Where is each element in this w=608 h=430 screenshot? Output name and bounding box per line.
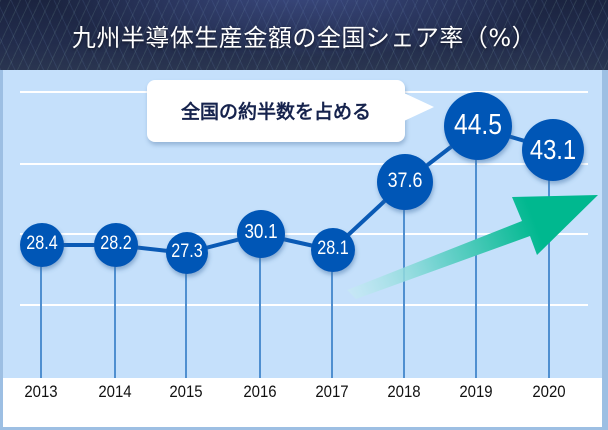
trend-arrow-icon [347,195,598,299]
bubble-2015 [166,232,208,274]
x-tick-2013: 2013 [24,382,58,401]
bubble-2017 [311,228,355,272]
value-label-2014: 28.2 [100,233,132,254]
x-tick-2014: 2014 [98,382,132,401]
bubble-2016 [237,210,285,258]
value-label-2018: 37.6 [387,169,423,192]
x-tick-2016: 2016 [243,382,277,401]
chart-title: 九州半導体生産金額の全国シェア率（%） [71,24,537,52]
callout-pointer [404,93,434,121]
bubble-2014 [94,223,138,267]
x-axis-strip [3,378,602,427]
bubble-2020 [522,119,584,181]
value-label-2020: 43.1 [529,134,577,165]
x-tick-2017: 2017 [315,382,349,401]
callout-box: 全国の約半数を占める [147,80,405,142]
x-tick-2020: 2020 [532,382,566,401]
value-label-2016: 30.1 [244,221,278,243]
bubble-2019 [444,92,512,160]
x-tick-2019: 2019 [459,382,493,401]
x-tick-2015: 2015 [169,382,203,401]
value-label-2013: 28.4 [26,233,58,254]
value-label-2019: 44.5 [454,109,502,141]
callout-text: 全国の約半数を占める [180,101,371,123]
value-label-2017: 28.1 [317,238,349,259]
bubble-2018 [377,154,433,210]
x-tick-2018: 2018 [387,382,421,401]
bubble-2013 [20,223,64,267]
data-bubbles [20,92,584,274]
header-banner: 九州半導体生産金額の全国シェア率（%） [0,0,608,70]
value-label-2015: 27.3 [171,241,203,262]
